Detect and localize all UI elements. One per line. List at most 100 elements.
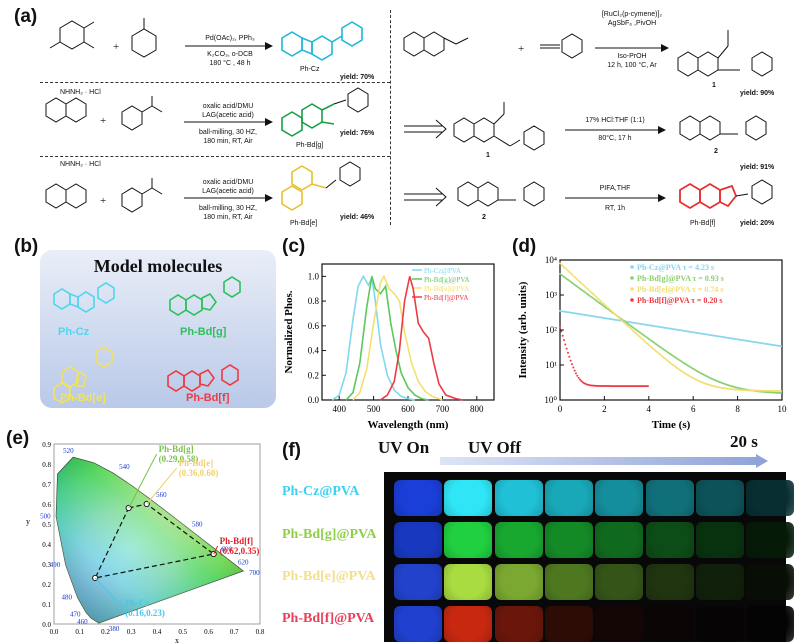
decay-series-3 bbox=[559, 262, 783, 392]
y-tick-label: 0.3 bbox=[42, 561, 51, 569]
afterglow-cell-r2-c5 bbox=[595, 522, 644, 558]
afterglow-cell-r2-c3 bbox=[494, 522, 543, 558]
x-tick-label: 0.2 bbox=[101, 628, 110, 636]
wavelength-label-540: 540 bbox=[119, 463, 130, 471]
x-tick-label: 0.4 bbox=[153, 628, 162, 636]
decay-point bbox=[574, 372, 577, 375]
decay-point bbox=[560, 263, 563, 266]
x-tick-label: 0.3 bbox=[127, 628, 136, 636]
wavelength-label-700: 700 bbox=[249, 569, 260, 577]
y-tick-label: 10³ bbox=[545, 290, 557, 300]
decay-point bbox=[625, 323, 628, 326]
x-tick-label: 700 bbox=[436, 404, 450, 414]
decay-point bbox=[564, 267, 567, 270]
decay-point bbox=[621, 320, 624, 323]
decay-point bbox=[577, 376, 580, 379]
x-tick-label: 10 bbox=[778, 404, 788, 414]
wavelength-label-600: 600 bbox=[221, 546, 232, 554]
rxn5-yield: yield: 91% bbox=[740, 164, 775, 171]
decay-point bbox=[584, 285, 587, 288]
decay-point bbox=[582, 284, 585, 287]
afterglow-cell-r2-c6 bbox=[645, 522, 694, 558]
rxn3-yield: yield: 46% bbox=[340, 214, 375, 221]
y-tick-label: 0.1 bbox=[42, 601, 51, 609]
svg-text:+: + bbox=[100, 195, 106, 207]
afterglow-cell-r4-c5 bbox=[595, 606, 644, 642]
decay-point bbox=[568, 271, 571, 274]
rxn4-yield: yield: 90% bbox=[740, 90, 775, 97]
decay-point bbox=[612, 311, 615, 314]
decay-point bbox=[580, 380, 583, 383]
decay-point bbox=[630, 328, 633, 331]
wavelength-label-470: 470 bbox=[70, 610, 81, 618]
phenylboronic-acid-structure bbox=[131, 18, 157, 58]
decay-point bbox=[569, 272, 572, 275]
decay-point bbox=[574, 277, 577, 280]
uv-on-label: UV On bbox=[378, 438, 430, 457]
cie-point-coord-1: (0.29,0.58) bbox=[159, 454, 199, 464]
x-tick-label: 0.1 bbox=[75, 628, 84, 636]
intermediate-1-structure bbox=[453, 102, 545, 151]
decay-point bbox=[624, 322, 627, 325]
afterglow-cell-r3-c7 bbox=[695, 564, 744, 600]
decay-point bbox=[565, 268, 568, 271]
decay-point bbox=[780, 389, 783, 392]
ph-bdg-model-icon bbox=[169, 276, 241, 316]
rxn4-product-num: 1 bbox=[712, 82, 716, 89]
cie-leader-2 bbox=[146, 467, 178, 505]
y-tick-label: 0.6 bbox=[42, 501, 51, 509]
decay-point bbox=[654, 349, 657, 352]
svg-text:+: + bbox=[113, 41, 119, 53]
rxn4-cond-top-2: AgSbF₆ ,PivOH bbox=[607, 20, 657, 27]
rxn5-cond-top: 17% HCl:THF (1:1) bbox=[585, 117, 645, 124]
rxn3-product-name: Ph-Bd[e] bbox=[290, 220, 318, 227]
decay-point bbox=[561, 334, 564, 337]
decay-point bbox=[578, 280, 581, 283]
x-tick-label: 0.8 bbox=[256, 628, 265, 636]
x-axis-label: x bbox=[175, 636, 179, 644]
legend-label-3: Ph-Bd[e]@PVA bbox=[424, 285, 469, 293]
x-tick-label: 600 bbox=[401, 404, 415, 414]
afterglow-cell-r4-c6 bbox=[645, 606, 694, 642]
afterglow-cell-r1-c6 bbox=[645, 480, 694, 516]
afterglow-cell-r4-c7 bbox=[695, 606, 744, 642]
decay-point bbox=[589, 290, 592, 293]
row-label-ph-cz: Ph-Cz@PVA bbox=[282, 484, 360, 499]
propiophenone-structure-1 bbox=[121, 96, 163, 131]
decay-point bbox=[593, 294, 596, 297]
x-tick-label: 0.0 bbox=[50, 628, 59, 636]
x-tick-label: 0.6 bbox=[204, 628, 213, 636]
decay-point bbox=[637, 334, 640, 337]
rxn3-cond-bot-2: 180 min, RT, Air bbox=[203, 214, 253, 221]
decay-point bbox=[638, 335, 641, 338]
ph-bdg-product-structure bbox=[281, 103, 335, 137]
y-tick-label: 0.2 bbox=[308, 370, 319, 380]
rxn2-cond-bot-2: 180 min, RT, Air bbox=[203, 138, 253, 145]
decay-point bbox=[600, 300, 603, 303]
series-line-3 bbox=[352, 274, 443, 401]
decay-point bbox=[780, 391, 783, 394]
x-tick-label: 8 bbox=[735, 404, 740, 414]
decay-point bbox=[657, 352, 660, 355]
legend-marker-1 bbox=[630, 265, 634, 269]
decay-point bbox=[633, 331, 636, 334]
decay-point bbox=[559, 262, 561, 265]
decay-point bbox=[628, 326, 631, 329]
wavelength-label-480: 480 bbox=[62, 593, 73, 601]
ph-bdf-product-structure bbox=[679, 182, 738, 210]
decay-point bbox=[602, 303, 605, 306]
decay-point bbox=[559, 325, 561, 328]
gamut-triangle bbox=[94, 503, 216, 579]
afterglow-cell-r3-c8 bbox=[746, 564, 795, 600]
plot-frame bbox=[53, 443, 261, 625]
decay-point bbox=[666, 359, 669, 362]
x-axis-label: Wavelength (nm) bbox=[368, 419, 449, 431]
ph-cz-product-structure bbox=[281, 21, 363, 61]
naphthylhydrazine-structure bbox=[45, 97, 87, 123]
series-line-2 bbox=[345, 276, 429, 401]
afterglow-cell-r4-c1 bbox=[394, 606, 442, 642]
decay-point bbox=[662, 356, 665, 359]
y-tick-label: 0.4 bbox=[308, 346, 320, 356]
afterglow-cell-r2-c4 bbox=[544, 522, 593, 558]
cie-point-name-4: Ph-Cz bbox=[125, 598, 149, 608]
